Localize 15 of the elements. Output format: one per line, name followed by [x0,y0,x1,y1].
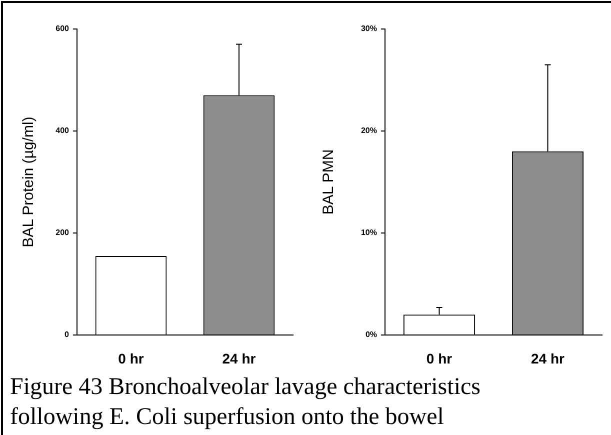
y-axis-title: BAL PMN [320,149,338,215]
y-tick-label: 600 [56,24,70,34]
y-tick-label: 200 [56,228,70,238]
y-tick-label: 0 [64,330,70,340]
x-tick-label: 0 hr [426,350,453,366]
y-axis-title: BAL Protein (µg/ml) [20,116,38,248]
x-tick-label: 24 hr [531,350,566,366]
y-tick-label: 10% [360,228,377,238]
y-tick-label: 0% [365,330,377,340]
y-tick-label: 400 [56,126,70,136]
x-tick-label: 0 hr [118,350,144,366]
x-tick-label: 24 hr [222,350,256,366]
y-tick-label: 20% [360,126,377,136]
caption: Figure 43 Bronchoalveolar lavage characteristics following E. Coli superfusion onto the bowel [10,373,482,432]
y-tick-label: 30% [360,24,377,34]
